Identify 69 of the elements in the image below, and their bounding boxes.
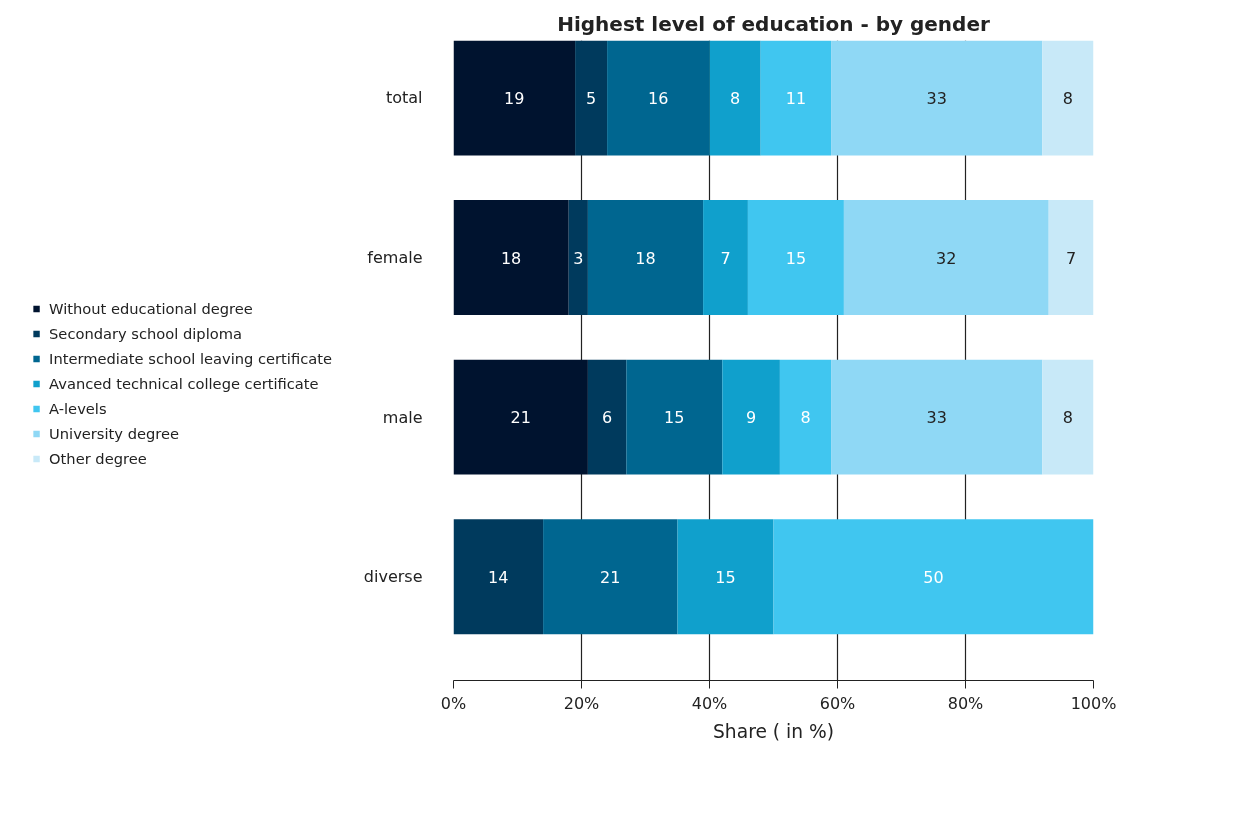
data-label: 16	[648, 88, 669, 108]
data-label: 50	[923, 567, 944, 587]
data-label: 19	[504, 88, 525, 108]
bar	[831, 359, 1043, 475]
bar	[453, 200, 569, 316]
bar	[607, 40, 710, 156]
data-label: 32	[936, 248, 957, 268]
bar	[703, 200, 748, 316]
legend-label: Secondary school diploma	[49, 324, 242, 342]
legend-label: Other degree	[49, 449, 147, 467]
y-tick-label: diverse	[363, 567, 423, 587]
data-label: 8	[730, 88, 741, 108]
legend-label: Intermediate school leaving certificate	[49, 349, 332, 367]
bar	[831, 40, 1043, 156]
data-label: 21	[600, 567, 621, 587]
data-label: 15	[664, 408, 685, 428]
legend-label: A-levels	[49, 399, 107, 417]
bar	[543, 519, 678, 635]
legend-label: Without educational degree	[49, 299, 253, 317]
data-label: 15	[715, 567, 736, 587]
bar	[587, 200, 704, 316]
data-label: 33	[926, 88, 947, 108]
bar	[843, 200, 1049, 316]
data-label: 7	[1066, 248, 1077, 268]
legend-label: University degree	[49, 424, 180, 442]
bar	[453, 40, 576, 156]
data-label: 9	[746, 408, 757, 428]
x-tick-label: 100%	[1070, 693, 1117, 713]
bar	[575, 40, 608, 156]
data-label: 15	[785, 248, 807, 268]
bar	[568, 200, 588, 316]
bar	[453, 519, 544, 635]
chart-title: Highest level of education - by gender	[557, 11, 990, 36]
data-label: 33	[926, 408, 947, 428]
bar	[626, 359, 723, 475]
data-label: 6	[602, 408, 613, 428]
bar	[747, 200, 844, 316]
x-tick-label: 80%	[947, 693, 984, 713]
data-label: 14	[488, 567, 509, 587]
y-tick-label: total	[385, 88, 423, 108]
data-label: 8	[1062, 88, 1073, 108]
y-tick-label: female	[367, 248, 423, 268]
data-label: 11	[785, 88, 807, 108]
x-tick-label: 20%	[563, 693, 600, 713]
bar	[779, 359, 832, 475]
data-label: 3	[573, 248, 584, 268]
legend-label: Avanced technical college certificate	[49, 374, 319, 392]
bar	[760, 40, 832, 156]
data-label: 21	[510, 408, 531, 428]
x-tick-label: 40%	[691, 693, 728, 713]
y-tick-label: male	[382, 407, 423, 427]
bar	[709, 40, 761, 156]
bar	[1048, 200, 1094, 316]
bar	[677, 519, 774, 635]
data-label: 18	[500, 248, 522, 268]
bar	[1042, 359, 1094, 475]
x-tick-label: 60%	[819, 693, 856, 713]
data-label: 7	[720, 248, 731, 268]
bar	[453, 359, 588, 475]
x-axis-title: Share ( in %)	[713, 720, 834, 742]
x-tick-label: 0%	[440, 693, 467, 713]
data-label: 5	[586, 88, 597, 108]
bar	[1042, 40, 1094, 156]
data-label: 18	[635, 248, 656, 268]
data-label: 8	[800, 408, 811, 428]
bar	[722, 359, 780, 475]
data-label: 8	[1062, 408, 1073, 428]
bar	[587, 359, 627, 475]
bar	[773, 519, 1094, 635]
